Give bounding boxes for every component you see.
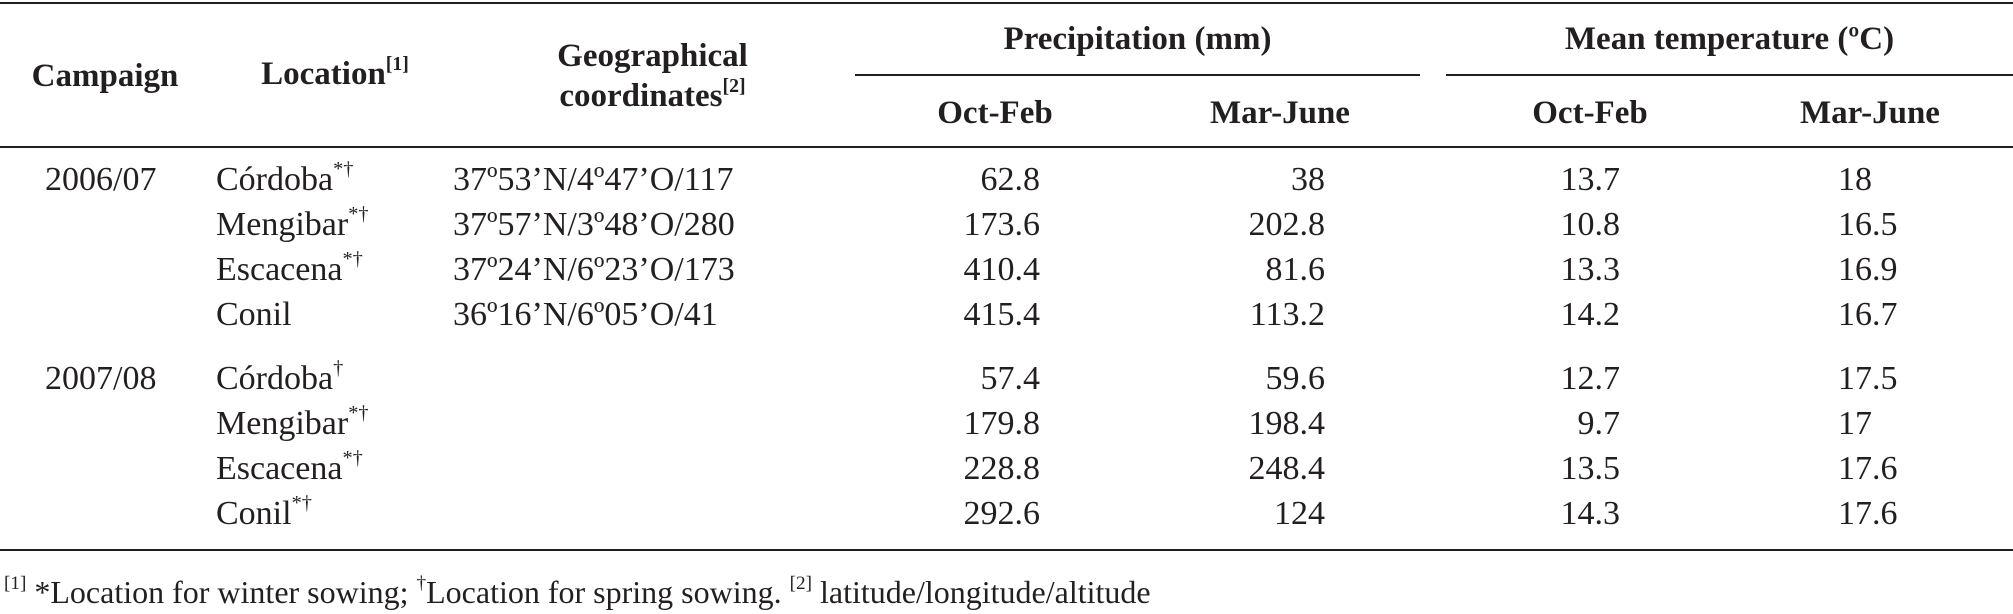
header-location-text: Location [261,56,386,92]
location-name: Mengibar [216,405,349,442]
precip-mar-june-cell: 38 [1291,161,1325,198]
header-temp-oct-feb: Oct-Feb [1532,95,1648,131]
location-name: Conil [216,296,292,333]
header-precipitation: Precipitation (mm) [1003,21,1272,57]
header-temperature: Mean temperature (ºC) [1564,21,1895,57]
sowing-mark: † [333,357,344,380]
sowing-mark: *† [342,248,363,271]
coordinates-cell: 37º57’N/3º48’O/280 [453,206,735,243]
precip-oct-feb-cell: 179.8 [963,405,1041,442]
precip-oct-feb-cell: 410.4 [963,251,1041,288]
sowing-mark: *† [333,158,354,181]
temp-oct-feb-cell: 14.3 [1560,495,1621,532]
precip-oct-feb-cell: 415.4 [963,296,1041,333]
header-geo-line2: coordinates[2] [470,76,835,114]
sowing-mark: *† [291,492,312,515]
header-temp-mar-june: Mar-June [1800,95,1940,131]
header-bottom-rule [0,146,2013,148]
location-cell: Mengibar*† [216,403,369,442]
temp-oct-feb-cell: 10.8 [1560,206,1621,243]
temp-mar-june-cell: 16.9 [1838,251,1898,288]
temp-mar-june-cell: 16.5 [1838,206,1898,243]
header-location: Location[1] [230,54,440,92]
precip-mar-june-cell: 81.6 [1265,251,1326,288]
precip-oct-feb-cell: 292.6 [963,495,1041,532]
header-location-footnote-ref: [1] [385,52,409,75]
precip-mar-june-cell: 202.8 [1248,206,1326,243]
location-cell: Mengibar*† [216,204,369,243]
temp-oct-feb-cell: 9.7 [1577,405,1621,442]
temp-oct-feb-cell: 13.7 [1560,161,1621,198]
header-precip-oct-feb: Oct-Feb [937,95,1053,131]
coordinates-cell: 37º24’N/6º23’O/173 [453,251,735,288]
table-footnote: [1] *Location for winter sowing; †Locati… [4,573,1151,610]
temp-oct-feb-cell: 12.7 [1560,360,1621,397]
footnote-text-2: Location for spring sowing. [426,574,790,610]
campaign-label: 2006/07 [45,161,157,198]
header-campaign: Campaign [31,58,179,94]
location-name: Córdoba [216,360,334,397]
precip-oct-feb-cell: 57.4 [980,360,1041,397]
location-cell: Escacena*† [216,249,363,288]
location-cell: Conil*† [216,493,312,532]
location-name: Mengibar [216,206,349,243]
temp-mar-june-cell: 17 [1838,405,1872,442]
footnote-text-1: *Location for winter sowing; [26,574,417,610]
temp-oct-feb-cell: 14.2 [1560,296,1621,333]
campaign-label: 2007/08 [45,360,157,397]
footnote-dagger: † [416,573,427,595]
temp-mar-june-cell: 16.7 [1838,296,1898,333]
header-precip-mar-june: Mar-June [1210,95,1350,131]
header-geo-footnote-ref: [2] [722,74,746,97]
sowing-mark: *† [348,203,369,226]
sowing-mark: *† [348,402,369,425]
footnote-text-3: latitude/longitude/altitude [811,574,1151,610]
temp-mar-june-cell: 17.6 [1838,495,1898,532]
location-name: Escacena [216,450,343,487]
temp-mar-june-cell: 18 [1838,161,1872,198]
location-cell: Escacena*† [216,448,363,487]
temp-oct-feb-cell: 13.3 [1560,251,1621,288]
precip-mar-june-cell: 59.6 [1265,360,1326,397]
temp-mar-june-cell: 17.6 [1838,450,1898,487]
location-name: Córdoba [216,161,334,198]
top-rule [0,2,2013,4]
temp-oct-feb-cell: 13.5 [1560,450,1621,487]
location-cell: Conil [216,298,292,332]
precip-mar-june-cell: 198.4 [1248,405,1326,442]
precipitation-rule [855,74,1420,76]
location-cell: Córdoba*† [216,159,353,198]
precip-oct-feb-cell: 62.8 [980,161,1041,198]
temperature-rule [1446,74,2013,76]
table-bottom-rule [0,549,2013,551]
coordinates-cell: 36º16’N/6º05’O/41 [453,296,718,333]
header-geo-line1: Geographical [557,38,748,74]
location-name: Conil [216,495,292,532]
precip-oct-feb-cell: 173.6 [963,206,1041,243]
sowing-mark: *† [342,447,363,470]
precip-oct-feb-cell: 228.8 [963,450,1041,487]
precip-mar-june-cell: 124 [1274,495,1325,532]
precip-mar-june-cell: 248.4 [1248,450,1326,487]
coordinates-cell: 37º53’N/4º47’O/117 [453,161,734,198]
location-name: Escacena [216,251,343,288]
precip-mar-june-cell: 113.2 [1249,296,1325,333]
footnote-ref-2: [2] [789,573,812,595]
location-cell: Córdoba† [216,358,343,397]
footnote-ref-1: [1] [4,573,27,595]
temp-mar-june-cell: 17.5 [1838,360,1898,397]
header-geo-text: coordinates [559,78,723,114]
